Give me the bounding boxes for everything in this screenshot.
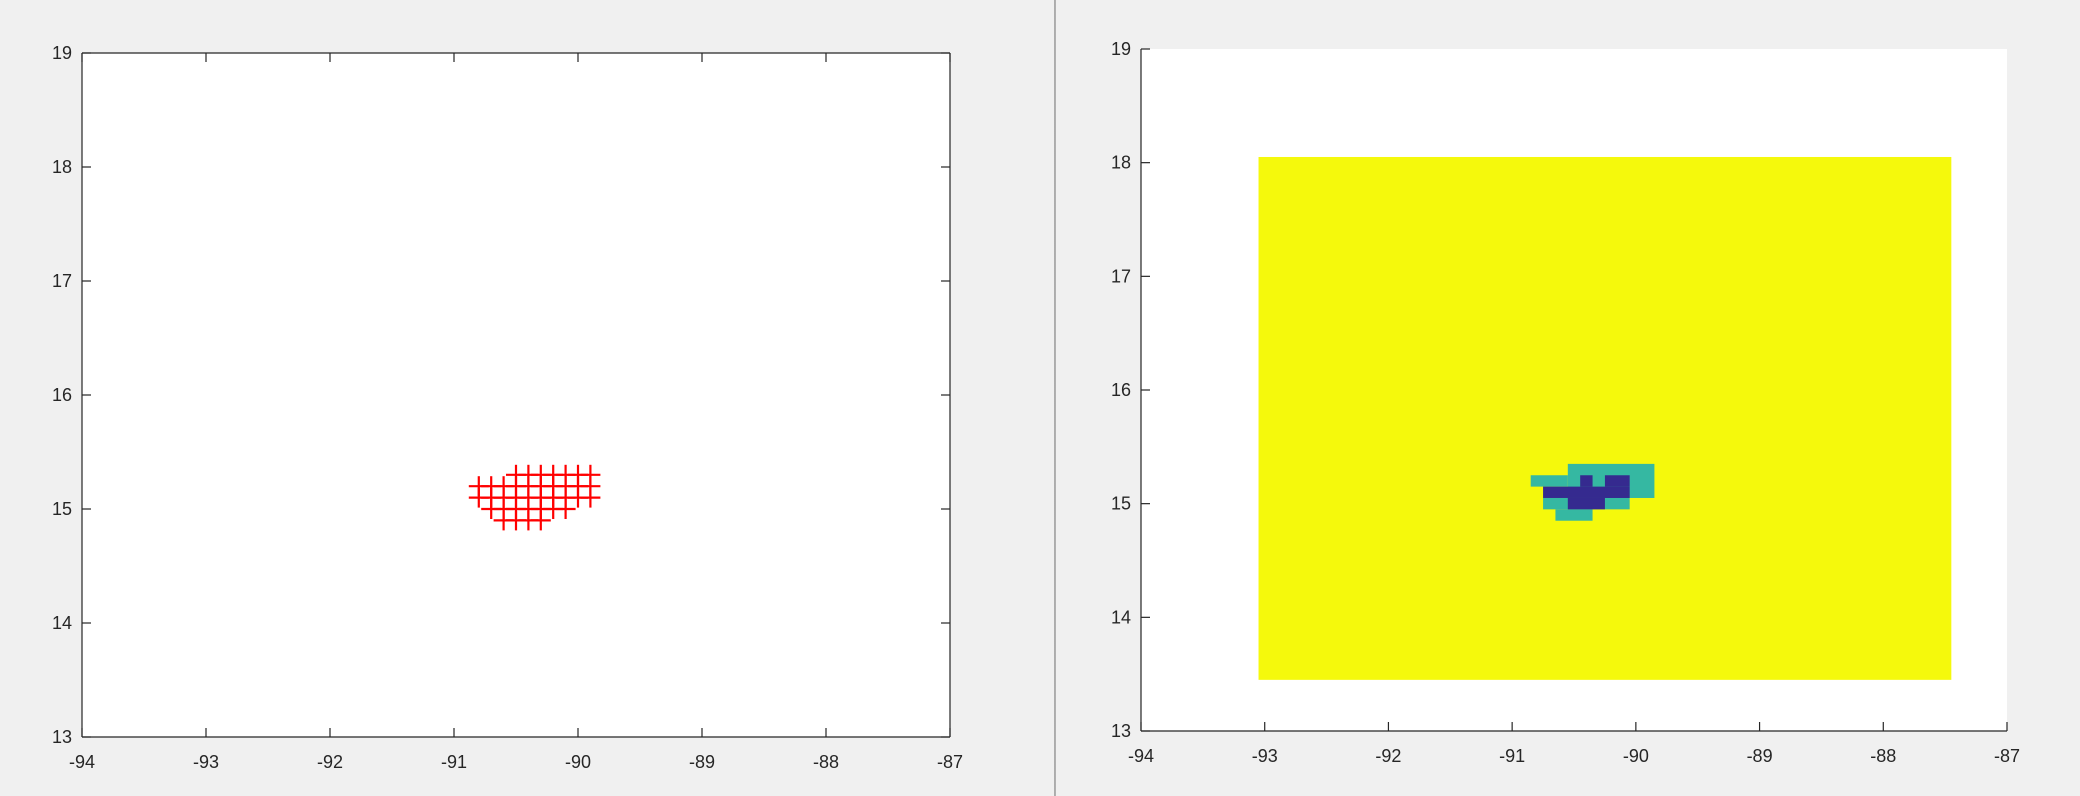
- heatmap-cell: [1604, 475, 1630, 487]
- x-tick-label: -93: [193, 752, 219, 772]
- y-tick-label: 16: [52, 385, 72, 405]
- heatmap-cell: [1555, 509, 1593, 521]
- x-tick-label: -87: [937, 752, 963, 772]
- x-tick-label: -94: [1128, 746, 1154, 766]
- scatter-point: [555, 499, 576, 519]
- x-tick-label: -88: [813, 752, 839, 772]
- figure-window-right: -94 -93 -92 -91 -90 -89 -88 -87 13 14 15 16 17 18 19: [1056, 0, 2080, 796]
- y-tick-label: 15: [1111, 494, 1131, 514]
- y-tick-label: 18: [52, 157, 72, 177]
- x-tick-label: -90: [565, 752, 591, 772]
- x-tick-label: -88: [1870, 746, 1896, 766]
- y-tick-label: 19: [1111, 39, 1131, 59]
- y-tick-label: 13: [1111, 721, 1131, 741]
- y-tick-label: 13: [52, 727, 72, 747]
- heatmap-background-region: [1258, 156, 1952, 680]
- heatmap-cell: [1580, 475, 1593, 487]
- heatmap-cell: [1543, 486, 1630, 498]
- heatmap-cell: [1530, 475, 1568, 487]
- x-tick-label: -93: [1252, 746, 1278, 766]
- x-tick-label: -92: [1375, 746, 1401, 766]
- y-tick-label: 17: [1111, 266, 1131, 286]
- x-tick-label: -94: [69, 752, 95, 772]
- scatter-chart: -94 -93 -92 -91 -90 -89 -88 -87 13 14 15 16 17 18 19: [52, 43, 963, 772]
- y-tick-label: 16: [1111, 380, 1131, 400]
- x-tick-label: -90: [1623, 746, 1649, 766]
- figure-window-left: -94 -93 -92 -91 -90 -89 -88 -87 13 14 15 16 17 18 19: [51, 43, 964, 772]
- x-tick-label: -89: [689, 752, 715, 772]
- y-tick-label: 19: [52, 43, 72, 63]
- x-tick-label: -92: [317, 752, 343, 772]
- y-tick-label: 14: [1111, 607, 1131, 627]
- y-tick-label: 15: [52, 499, 72, 519]
- scatter-point: [580, 487, 601, 508]
- x-tick-label: -87: [1994, 746, 2020, 766]
- y-tick-label: 18: [1111, 153, 1131, 173]
- axes-background: [82, 53, 950, 737]
- scatter-point: [530, 510, 551, 531]
- x-tick-label: -91: [1499, 746, 1525, 766]
- x-tick-label: -91: [441, 752, 467, 772]
- y-tick-label: 14: [52, 613, 72, 633]
- heatmap-chart: -94 -93 -92 -91 -90 -89 -88 -87 13 14 15 16 17 18 19: [1111, 39, 2020, 766]
- x-tick-label: -89: [1747, 746, 1773, 766]
- y-tick-label: 17: [52, 271, 72, 291]
- heatmap-cell: [1567, 497, 1605, 510]
